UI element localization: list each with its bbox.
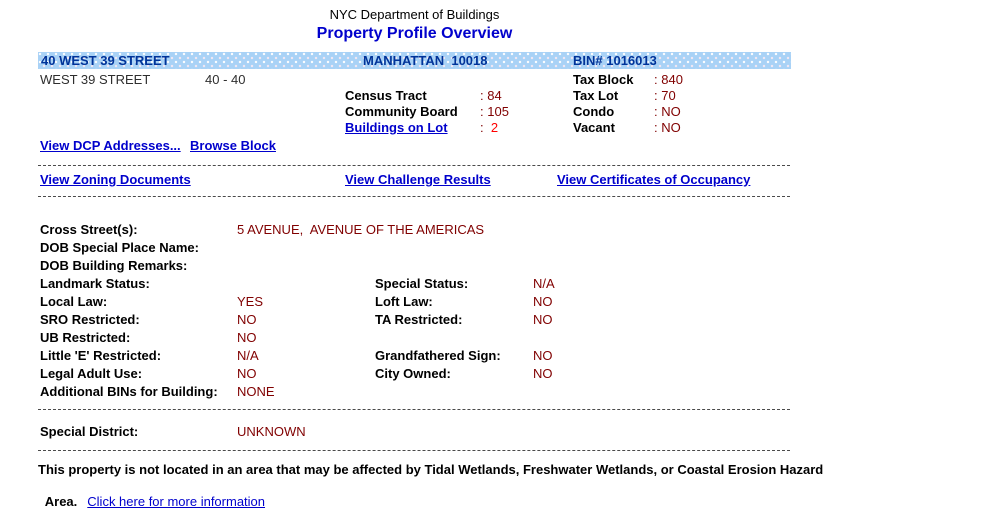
borough-zip: MANHATTAN 10018: [363, 53, 488, 68]
buildings-on-lot-count: 2: [490, 120, 499, 135]
ta-restricted-label: TA Restricted:: [375, 312, 463, 327]
community-board-value: 105: [487, 104, 509, 119]
view-challenge-results-link[interactable]: View Challenge Results: [345, 172, 491, 187]
agency-title: NYC Department of Buildings: [329, 7, 500, 22]
city-owned-label: City Owned:: [375, 366, 451, 381]
detail-row-landmark: Landmark Status: Special Status: N/A: [0, 276, 1002, 294]
census-tract-colon: :: [480, 88, 484, 103]
landmark-status-label: Landmark Status:: [40, 276, 150, 291]
dob-special-place-label: DOB Special Place Name:: [40, 240, 199, 255]
wetlands-note-line2: Area. Click here for more information: [38, 478, 778, 510]
tax-lot-value: 70: [661, 88, 676, 103]
top-row-4: Buildings on Lot : 2 Vacant : NO: [0, 120, 1002, 138]
tax-block-label: Tax Block: [573, 72, 634, 87]
detail-row-building-remarks: DOB Building Remarks:: [0, 258, 1002, 276]
special-district-value: UNKNOWN: [237, 424, 306, 439]
sro-restricted-label: SRO Restricted:: [40, 312, 140, 327]
separator-line: [38, 196, 790, 197]
detail-row-little-e: Little 'E' Restricted: N/A Grandfathered…: [0, 348, 1002, 366]
detail-row-special-place: DOB Special Place Name:: [0, 240, 1002, 258]
special-status-label: Special Status:: [375, 276, 469, 291]
loft-law-value: NO: [533, 294, 553, 309]
city-owned-value: NO: [533, 366, 553, 381]
view-certificates-of-occupancy-link[interactable]: View Certificates of Occupancy: [557, 172, 751, 187]
condo-value: NO: [661, 104, 681, 119]
detail-row-adult-use: Legal Adult Use: NO City Owned: NO: [0, 366, 1002, 384]
browse-block-link[interactable]: Browse Block: [190, 138, 276, 153]
special-district-row: Special District: UNKNOWN: [0, 424, 1002, 442]
more-information-link[interactable]: Click here for more information: [87, 494, 266, 509]
tax-lot-colon: :: [654, 88, 658, 103]
legal-adult-use-label: Legal Adult Use:: [40, 366, 143, 381]
community-board-label: Community Board: [345, 104, 458, 119]
little-e-restricted-label: Little 'E' Restricted:: [40, 348, 162, 363]
top-row-1: WEST 39 STREET 40 - 40 Tax Block : 840: [0, 72, 1002, 90]
separator-line: [38, 450, 790, 451]
dob-building-remarks-label: DOB Building Remarks:: [40, 258, 188, 273]
view-dcp-addresses-link[interactable]: View DCP Addresses...: [40, 138, 181, 153]
buildings-on-lot-link[interactable]: Buildings on Lot: [345, 120, 448, 135]
top-links-row: View DCP Addresses... Browse Block: [0, 138, 1002, 156]
top-row-2: Census Tract : 84 Tax Lot : 70: [0, 88, 1002, 106]
detail-row-ub: UB Restricted: NO: [0, 330, 1002, 348]
grandfathered-sign-value: NO: [533, 348, 553, 363]
special-status-value: N/A: [533, 276, 555, 291]
address-range: 40 - 40: [205, 72, 246, 87]
detail-row-local-law: Local Law: YES Loft Law: NO: [0, 294, 1002, 312]
ta-restricted-value: NO: [533, 312, 553, 327]
local-law-value: YES: [237, 294, 264, 309]
document-links-row: View Zoning Documents View Challenge Res…: [0, 172, 1002, 190]
top-row-3: Community Board : 105 Condo : NO: [0, 104, 1002, 122]
little-e-restricted-value: N/A: [237, 348, 259, 363]
separator-line: [38, 409, 790, 410]
loft-law-label: Loft Law:: [375, 294, 433, 309]
detail-row-additional-bins: Additional BINs for Building: NONE: [0, 384, 1002, 402]
buildings-on-lot-colon: :: [480, 120, 484, 135]
ub-restricted-value: NO: [237, 330, 257, 345]
special-district-label: Special District:: [40, 424, 139, 439]
wetlands-note-prefix: Area.: [44, 494, 78, 509]
vacant-value: NO: [661, 120, 681, 135]
condo-label: Condo: [573, 104, 615, 119]
bin-number: BIN# 1016013: [573, 53, 657, 68]
additional-bins-label: Additional BINs for Building:: [40, 384, 218, 399]
condo-colon: :: [654, 104, 658, 119]
community-board-colon: :: [480, 104, 484, 119]
cross-streets-label: Cross Street(s):: [40, 222, 138, 237]
local-law-label: Local Law:: [40, 294, 108, 309]
tax-lot-label: Tax Lot: [573, 88, 619, 103]
ub-restricted-label: UB Restricted:: [40, 330, 131, 345]
vacant-label: Vacant: [573, 120, 615, 135]
address-header-bar: 40 WEST 39 STREET MANHATTAN 10018 BIN# 1…: [38, 52, 791, 69]
grandfathered-sign-label: Grandfathered Sign:: [375, 348, 501, 363]
tax-block-colon: :: [654, 72, 658, 87]
sro-restricted-value: NO: [237, 312, 257, 327]
view-zoning-documents-link[interactable]: View Zoning Documents: [40, 172, 191, 187]
wetlands-note-line1: This property is not located in an area …: [38, 462, 824, 477]
property-address: 40 WEST 39 STREET: [41, 53, 170, 68]
vacant-colon: :: [654, 120, 658, 135]
census-tract-value: 84: [487, 88, 502, 103]
detail-row-sro: SRO Restricted: NO TA Restricted: NO: [0, 312, 1002, 330]
tax-block-value: 840: [661, 72, 683, 87]
cross-streets-value: 5 AVENUE, AVENUE OF THE AMERICAS: [237, 222, 485, 237]
separator-line: [38, 165, 790, 166]
detail-row-cross-streets: Cross Street(s): 5 AVENUE, AVENUE OF THE…: [0, 222, 1002, 240]
street-name: WEST 39 STREET: [40, 72, 151, 87]
additional-bins-value: NONE: [237, 384, 275, 399]
census-tract-label: Census Tract: [345, 88, 427, 103]
legal-adult-use-value: NO: [237, 366, 257, 381]
page-title: Property Profile Overview: [316, 25, 513, 42]
